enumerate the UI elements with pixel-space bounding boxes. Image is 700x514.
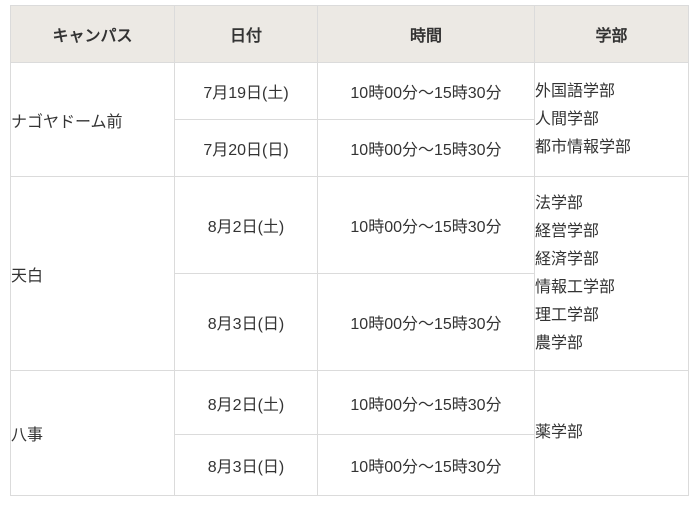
table-row: 8月3日(日) 10時00分～15時30分 xyxy=(11,273,689,371)
time-cell: 10時00分～15時30分 xyxy=(317,434,535,496)
faculty-item: 農学部 xyxy=(535,334,584,352)
header-row: キャンパス 日付 時間 学部 xyxy=(10,5,689,63)
campus-cell: 八事 xyxy=(10,370,175,496)
time-cell: 10時00分～15時30分 xyxy=(317,119,535,177)
date-cell: 8月2日(土) xyxy=(174,370,318,435)
faculty-item: 外国語学部 xyxy=(535,82,616,100)
table-row: ナゴヤドーム前 7月19日(土) 10時00分～15時30分 外国語学部 人間学… xyxy=(10,62,689,177)
column-header-date: 日付 xyxy=(174,5,318,63)
table-row: 八事 8月2日(土) 10時00分～15時30分 薬学部 xyxy=(10,370,689,496)
schedule-table: キャンパス 日付 時間 学部 ナゴヤドーム前 7月19日(土) 10時00分～1… xyxy=(10,5,689,496)
column-header-faculty: 学部 xyxy=(534,5,689,63)
date-cell: 8月2日(土) xyxy=(174,176,318,274)
column-header-campus: キャンパス xyxy=(10,5,175,63)
faculty-cell: 法学部 経営学部 経済学部 情報工学部 理工学部 農学部 xyxy=(534,176,689,371)
faculty-item: 都市情報学部 xyxy=(535,138,632,156)
campus-cell: ナゴヤドーム前 xyxy=(10,62,175,177)
faculty-item: 情報工学部 xyxy=(535,278,616,296)
faculty-item: 薬学部 xyxy=(535,424,584,441)
faculty-item: 人間学部 xyxy=(535,110,600,128)
time-cell: 10時00分～15時30分 xyxy=(317,370,535,435)
date-cell: 7月20日(日) xyxy=(174,119,318,177)
table-row: 天白 8月2日(土) 10時00分～15時30分 法学部 経営学部 経済学部 情… xyxy=(10,176,689,371)
date-cell: 8月3日(日) xyxy=(174,434,318,496)
table-row: 7月20日(日) 10時00分～15時30分 xyxy=(11,119,689,177)
campus-cell: 天白 xyxy=(10,176,175,371)
faculty-item: 経営学部 xyxy=(535,222,600,240)
time-cell: 10時00分～15時30分 xyxy=(317,176,535,274)
time-cell: 10時00分～15時30分 xyxy=(317,62,535,120)
date-cell: 8月3日(日) xyxy=(174,273,318,371)
column-header-time: 時間 xyxy=(317,5,535,63)
faculty-cell: 薬学部 xyxy=(534,370,689,496)
faculty-item: 法学部 xyxy=(535,194,584,212)
faculty-cell: 外国語学部 人間学部 都市情報学部 xyxy=(534,62,689,177)
faculty-item: 経済学部 xyxy=(535,250,600,268)
open-campus-schedule: キャンパス 日付 時間 学部 ナゴヤドーム前 7月19日(土) 10時00分～1… xyxy=(10,5,690,496)
table-row: 8月3日(日) 10時00分～15時30分 xyxy=(11,434,689,496)
date-cell: 7月19日(土) xyxy=(174,62,318,120)
time-cell: 10時00分～15時30分 xyxy=(317,273,535,371)
faculty-item: 理工学部 xyxy=(535,306,600,324)
